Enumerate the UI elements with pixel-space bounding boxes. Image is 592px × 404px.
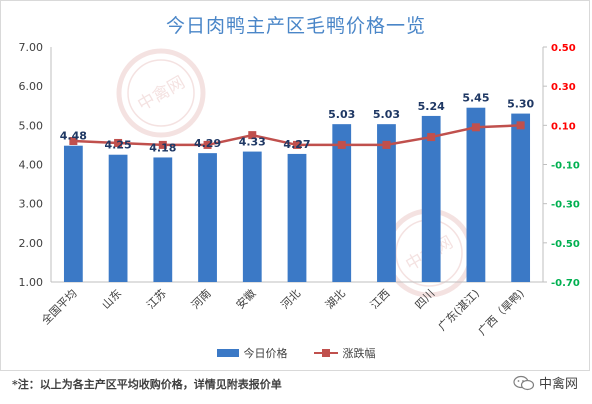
legend-label-price: 今日价格 (243, 347, 288, 360)
change-marker (114, 138, 123, 147)
bar-value-label: 4.29 (194, 137, 221, 150)
bar-value-label: 5.24 (418, 100, 445, 113)
change-marker (516, 121, 525, 130)
bar (108, 154, 128, 282)
change-marker (427, 133, 436, 142)
bar (242, 151, 262, 282)
bar-value-label: 5.03 (328, 108, 355, 121)
x-category-label: 湖北 (323, 287, 348, 312)
x-category-label: 河北 (278, 287, 303, 312)
legend: 今日价格 涨跌幅 (1, 345, 591, 361)
x-category-label: 全国平均 (38, 286, 79, 327)
change-marker (293, 140, 301, 149)
bar (198, 153, 217, 282)
y-left-tick-label: 1.00 (19, 276, 44, 289)
bar-value-label: 4.27 (283, 138, 310, 151)
bar (377, 124, 396, 283)
y-right-tick-label: -0.10 (551, 161, 580, 172)
bar (466, 107, 486, 282)
bar (63, 145, 83, 282)
y-left-tick-label: 3.00 (19, 198, 44, 211)
x-category-label: 江西 (368, 287, 393, 312)
bar (421, 115, 441, 282)
brand-name: 中禽网 (538, 377, 578, 392)
legend-item-change: 涨跌幅 (313, 345, 376, 361)
y-right-tick-label: -0.70 (551, 278, 580, 289)
legend-item-price: 今日价格 (216, 345, 288, 361)
bar-value-label: 4.33 (239, 136, 266, 149)
plot-area: 中禽网中禽网 1.002.003.004.005.006.007.000.500… (19, 41, 580, 338)
legend-label-change: 涨跌幅 (342, 347, 376, 360)
watermark-stamp: 中禽网 (116, 48, 206, 138)
x-category-label: 安徽 (233, 286, 258, 311)
y-left-tick-label: 7.00 (19, 41, 44, 54)
bar-value-label: 5.30 (507, 98, 534, 111)
footnote: *注：以上为各主产区平均收购价格，详情见附表报价单 (12, 378, 282, 391)
change-marker (158, 140, 167, 149)
change-marker (248, 131, 257, 140)
y-right-tick-label: -0.50 (551, 239, 580, 250)
y-right-tick-label: -0.30 (551, 200, 580, 211)
chart-title: 今日肉鸭主产区毛鸭价格一览 (165, 15, 426, 37)
y-right-tick-label: 0.10 (551, 121, 576, 132)
watermark-text: 中禽网 (134, 72, 188, 115)
bar-series (63, 107, 531, 283)
bar (511, 113, 531, 282)
line-series (69, 121, 525, 149)
change-marker (382, 140, 391, 149)
bar-value-label: 4.18 (149, 141, 176, 154)
data-labels: 4.48 4.25 4.18 4.29 4.33 4.27 5.03 5.03 5.24 5.45… (60, 92, 535, 155)
change-marker (203, 140, 212, 149)
legend-swatch-bar (216, 349, 239, 357)
wechat-icon (513, 375, 535, 390)
x-category-label: 广西（旱鸭) (476, 287, 527, 338)
y-left-tick-label: 6.00 (19, 80, 44, 93)
bar (287, 153, 307, 282)
x-category-label: 江苏 (144, 287, 169, 312)
y-left-tick-label: 5.00 (19, 119, 44, 132)
brand: 中禽网 (513, 373, 578, 392)
watermark-inner-ring (127, 59, 195, 127)
bar-value-label: 4.25 (105, 139, 132, 152)
bar (332, 124, 352, 283)
bar-value-label: 5.45 (462, 92, 489, 105)
y-left-tick-label: 4.00 (19, 159, 44, 172)
bar-value-label: 5.03 (373, 108, 400, 121)
bar-value-label: 4.48 (60, 130, 87, 143)
change-marker (471, 123, 480, 132)
change-marker (337, 140, 346, 149)
x-category-label: 山东 (99, 287, 124, 312)
legend-swatch-line (313, 349, 338, 357)
x-category-label: 河南 (189, 287, 214, 312)
bar (153, 157, 173, 282)
change-marker (69, 137, 78, 145)
y-right-tick-label: 0.30 (551, 82, 576, 93)
chart-frame: 今日肉鸭主产区毛鸭价格一览 中禽网中禽网 1.002.003.004.005.0… (0, 0, 590, 371)
y-left-tick-label: 2.00 (19, 237, 44, 250)
y-right-tick-label: 0.50 (551, 43, 576, 54)
watermark-ring (116, 48, 206, 138)
